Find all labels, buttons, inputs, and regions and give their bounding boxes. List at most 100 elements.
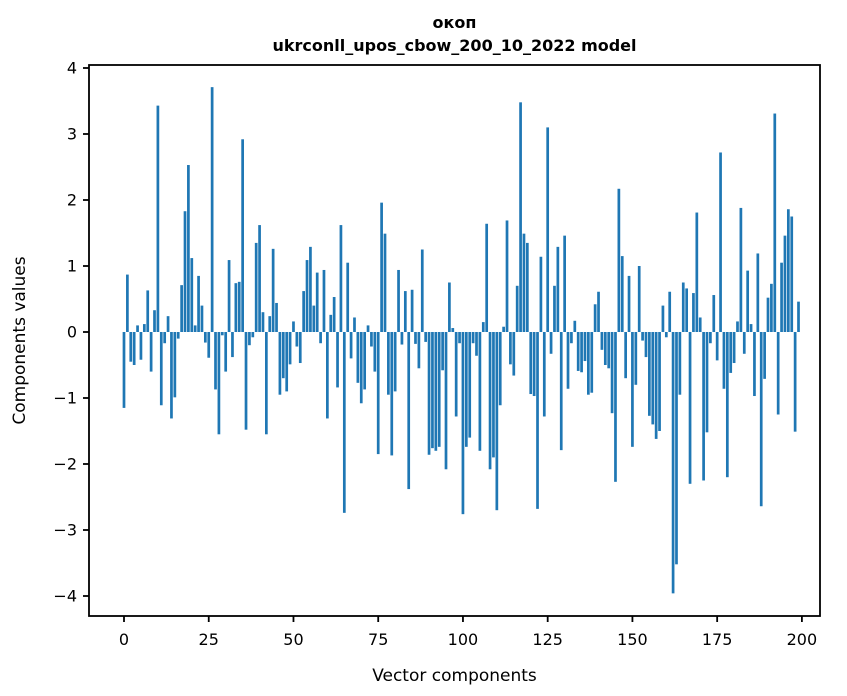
bar: [563, 235, 566, 332]
bar: [329, 314, 333, 332]
bar: [254, 242, 258, 332]
bar: [420, 249, 424, 332]
bar: [759, 332, 763, 507]
bar: [502, 326, 505, 332]
bar: [383, 233, 387, 332]
x-tick-label: 100: [448, 630, 479, 649]
bar: [780, 262, 783, 332]
bar: [614, 332, 617, 482]
bar: [786, 209, 790, 332]
bar: [664, 332, 668, 338]
bar: [519, 102, 522, 332]
bar: [681, 282, 685, 332]
bar: [607, 332, 611, 369]
bar: [139, 332, 143, 360]
bar: [542, 332, 546, 417]
y-tick-label: −4: [53, 587, 77, 606]
bar: [654, 332, 658, 439]
bar: [265, 332, 268, 435]
bar: [573, 320, 577, 332]
bar: [603, 332, 607, 365]
bar: [648, 332, 651, 416]
bar: [431, 332, 434, 449]
x-tick-label: 50: [283, 630, 303, 649]
bar: [302, 291, 305, 332]
bar: [180, 285, 183, 332]
figure-subtitle: ukrconll_upos_cbow_200_10_2022 model: [272, 36, 636, 55]
bar: [268, 316, 272, 332]
y-tick-label: 2: [67, 191, 77, 210]
bar: [210, 87, 214, 332]
x-tick-label: 75: [368, 630, 388, 649]
bar: [166, 316, 170, 332]
bar: [309, 246, 312, 332]
bar: [770, 283, 773, 332]
bar: [454, 332, 458, 417]
bar: [753, 332, 756, 397]
bar: [136, 325, 139, 332]
bar: [203, 332, 207, 343]
bar: [675, 332, 678, 565]
bar: [285, 332, 289, 392]
bar: [773, 113, 777, 332]
x-tick-label: 200: [787, 630, 818, 649]
bar: [688, 332, 692, 484]
bar: [576, 332, 580, 371]
bar: [380, 202, 383, 332]
bar: [492, 332, 495, 458]
bar: [359, 332, 363, 404]
bar: [481, 322, 485, 332]
bar: [509, 332, 512, 365]
bar: [590, 332, 594, 393]
bar: [756, 253, 760, 332]
x-tick-label: 0: [119, 630, 129, 649]
bar: [661, 305, 665, 332]
bar: [634, 332, 638, 385]
y-tick-label: 1: [67, 257, 77, 276]
bar: [637, 266, 641, 332]
bar: [631, 332, 634, 447]
bar: [505, 220, 509, 332]
bar: [458, 332, 461, 344]
plot-area-border: [88, 64, 821, 617]
bar: [156, 105, 160, 333]
bar: [258, 225, 261, 332]
bar: [193, 325, 197, 332]
bar: [407, 332, 411, 490]
x-tick-label: 25: [199, 630, 219, 649]
bar: [736, 321, 739, 332]
bar: [200, 305, 204, 332]
x-axis-label: Vector components: [372, 666, 537, 686]
bar: [288, 332, 292, 365]
bar: [546, 127, 550, 333]
bar: [261, 312, 265, 332]
bar: [132, 332, 136, 365]
bar: [749, 324, 753, 332]
bar: [783, 235, 787, 332]
bar: [583, 332, 587, 362]
bar: [685, 288, 689, 332]
bar: [444, 332, 448, 470]
bar: [627, 275, 631, 332]
bar: [187, 165, 190, 332]
bar: [163, 332, 167, 344]
y-tick-label: 0: [67, 323, 77, 342]
x-tick-label: 150: [617, 630, 648, 649]
bar: [183, 211, 187, 332]
bar: [692, 293, 695, 332]
bar: [715, 332, 719, 361]
bar: [190, 258, 194, 332]
bar: [292, 321, 295, 332]
bar: [695, 212, 699, 332]
bar: [549, 332, 553, 354]
bar: [363, 332, 367, 390]
bar: [370, 332, 373, 347]
bar: [668, 291, 672, 332]
bar: [658, 332, 661, 431]
bar: [424, 332, 428, 342]
y-tick-label: −1: [53, 389, 77, 408]
bar: [522, 233, 526, 332]
bar: [702, 332, 705, 481]
bar: [275, 302, 278, 332]
